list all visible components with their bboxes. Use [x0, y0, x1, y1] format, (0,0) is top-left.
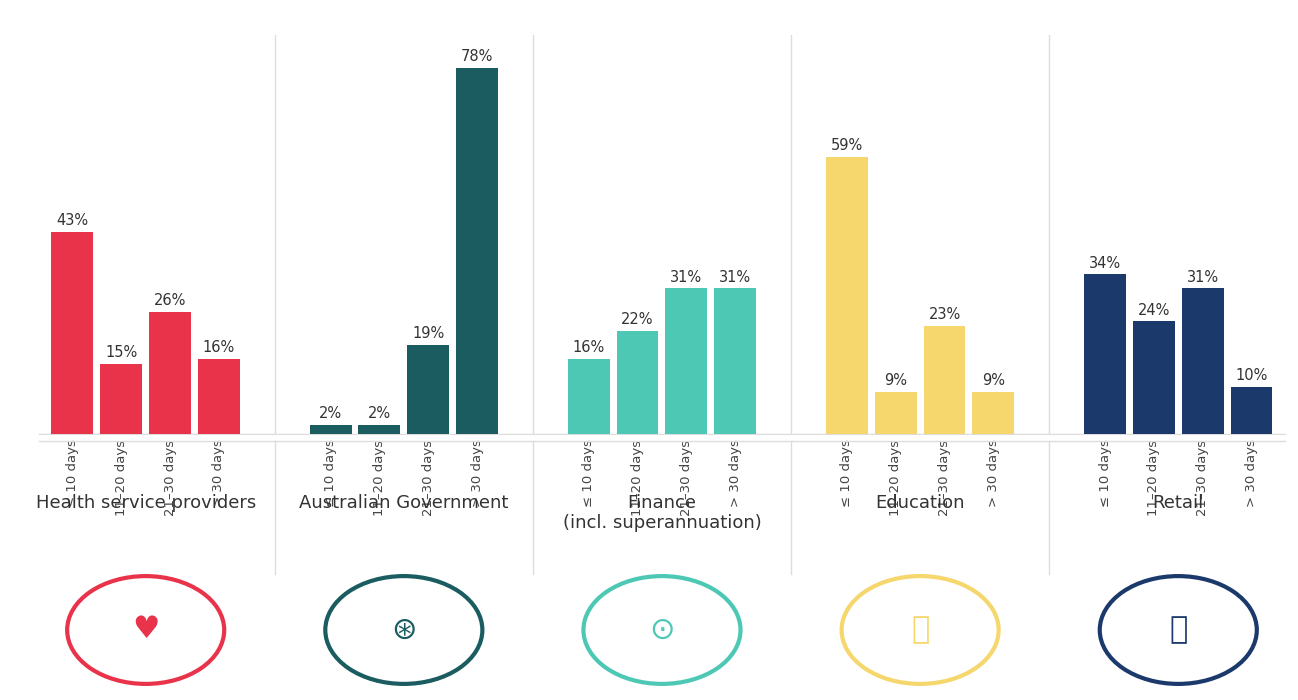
Text: 9%: 9% [981, 373, 1005, 388]
Text: 🎓: 🎓 [911, 615, 929, 645]
Text: 15%: 15% [105, 345, 138, 360]
Bar [617, 330, 658, 434]
Text: 2%: 2% [319, 406, 343, 421]
Bar [972, 392, 1014, 434]
Bar [714, 288, 757, 434]
Text: 34%: 34% [1089, 256, 1121, 271]
Bar [52, 232, 93, 434]
Text: 19%: 19% [413, 326, 444, 341]
Text: Australian Government: Australian Government [299, 494, 509, 512]
Text: Finance
(incl. superannuation): Finance (incl. superannuation) [562, 494, 762, 532]
Bar [408, 345, 449, 434]
Text: Education: Education [875, 494, 964, 512]
Text: 2%: 2% [367, 406, 391, 421]
Text: 59%: 59% [831, 139, 863, 153]
Text: 16%: 16% [572, 340, 605, 355]
Text: 43%: 43% [56, 214, 88, 228]
Text: 9%: 9% [884, 373, 907, 388]
Text: Retail: Retail [1153, 494, 1205, 512]
Text: 26%: 26% [154, 293, 187, 308]
Text: 31%: 31% [719, 270, 752, 285]
Bar [924, 326, 966, 434]
Text: 10%: 10% [1236, 368, 1268, 384]
Bar [567, 359, 610, 434]
Text: 23%: 23% [928, 307, 961, 322]
Text: 22%: 22% [622, 312, 654, 327]
Text: ⊛: ⊛ [391, 615, 417, 645]
Text: 31%: 31% [1186, 270, 1219, 285]
Bar [149, 312, 191, 434]
Text: 31%: 31% [670, 270, 702, 285]
Bar [1084, 274, 1125, 434]
Bar [875, 392, 916, 434]
Bar [1231, 387, 1272, 434]
Bar [1133, 321, 1175, 434]
Text: 78%: 78% [461, 49, 493, 64]
Bar [666, 288, 707, 434]
Text: 24%: 24% [1137, 302, 1169, 318]
Text: 16%: 16% [202, 340, 235, 355]
Text: ♥: ♥ [132, 615, 160, 645]
Bar [199, 359, 240, 434]
Bar [1181, 288, 1224, 434]
Bar [310, 425, 352, 434]
Bar [826, 157, 868, 434]
Text: ⊙: ⊙ [649, 615, 675, 645]
Text: Health service providers: Health service providers [35, 494, 256, 512]
Bar [456, 68, 498, 434]
Bar [100, 363, 143, 434]
Bar [358, 425, 400, 434]
Text: 🛍: 🛍 [1169, 615, 1188, 645]
